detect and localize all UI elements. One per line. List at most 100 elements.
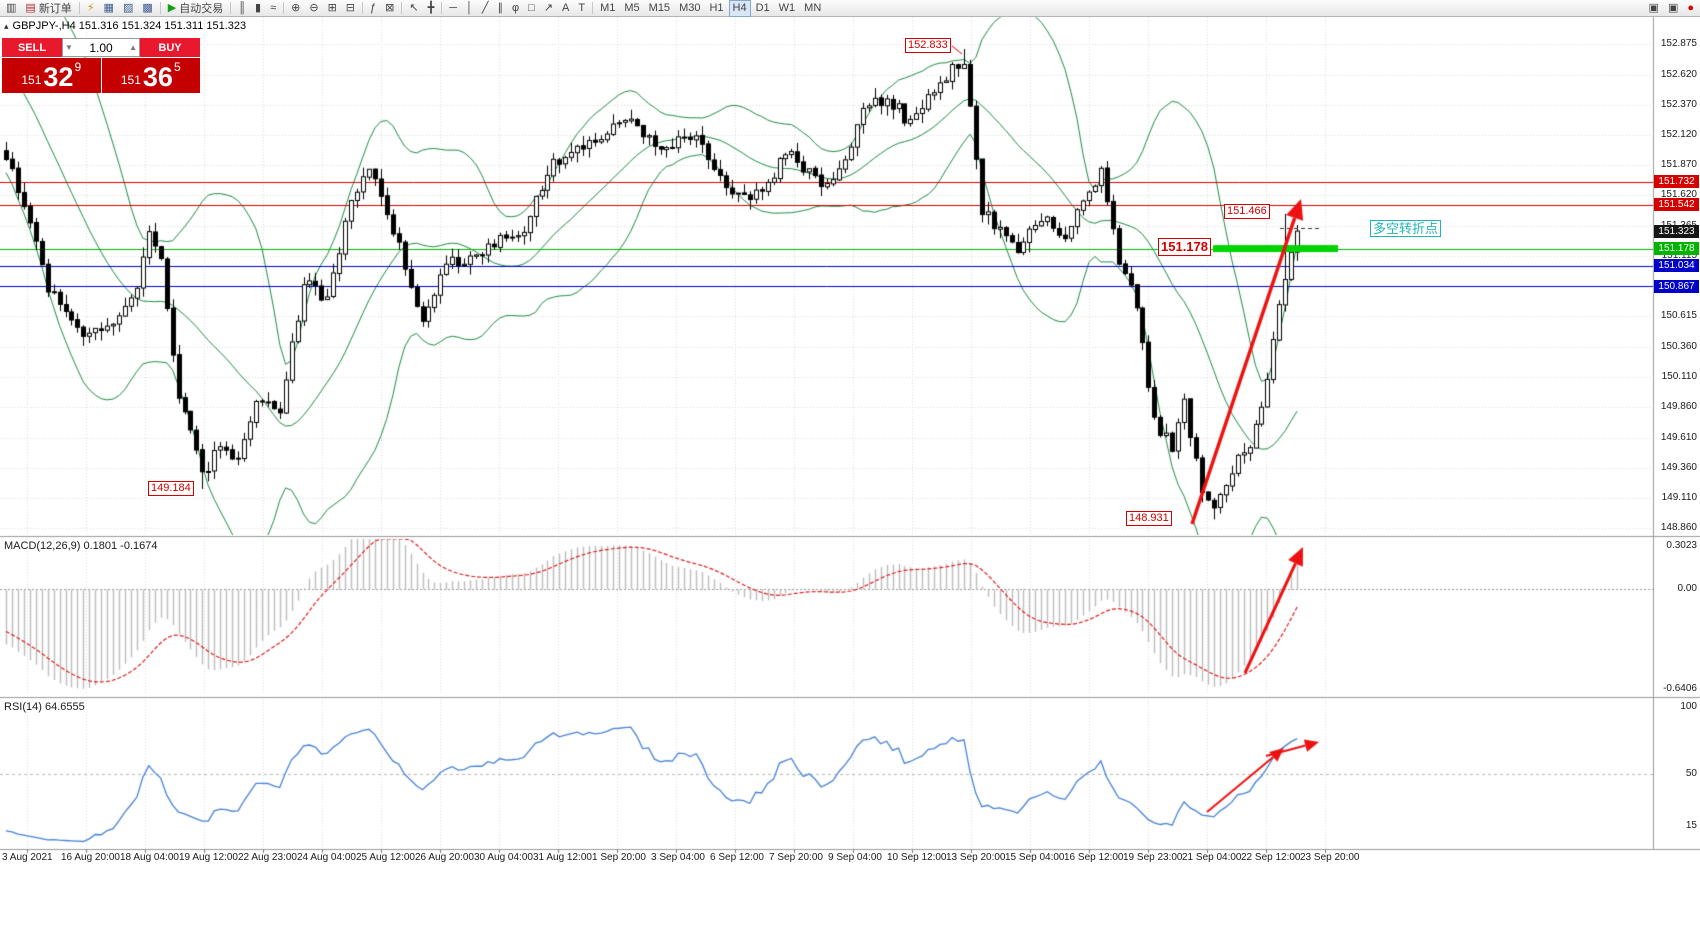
notification-badge-glyph: ● <box>1687 1 1694 14</box>
crosshair-button[interactable]: ╋ <box>424 0 439 17</box>
time-axis-label: 13 Sep 20:00 <box>946 852 1006 863</box>
price-scale-tick: 149.860 <box>1660 401 1697 413</box>
market-watch-icon-glyph: ▦ <box>103 1 114 14</box>
timeframe-m30-button[interactable]: M30 <box>679 2 701 14</box>
new-order-button[interactable]: ▤ 新订单 <box>21 0 75 17</box>
cursor-button[interactable]: ↖ <box>405 0 422 17</box>
line-chart-icon[interactable]: ≈ <box>266 0 280 17</box>
shapes-tool-glyph: □ <box>528 1 535 14</box>
sell-price-base: 151 <box>21 73 42 87</box>
vline-tool[interactable]: │ <box>462 0 477 17</box>
trendline-tool[interactable]: ╱ <box>478 0 493 17</box>
line-chart-icon-glyph: ≈ <box>270 1 277 14</box>
window2-icon-glyph: ▣ <box>1667 1 1679 14</box>
price-callout-label[interactable]: 151.466 <box>1224 204 1270 219</box>
arrow-tool-glyph: ↗ <box>543 1 554 14</box>
data-window-icon[interactable]: ▨ <box>119 0 137 17</box>
toolbar: ▥ ▤ 新订单 ⚡ ▦ ▨ ▩ ▶ 自动交易 ║ ▮ ≈ ⊕ ⊖ ⊞ ⊟ ƒ ⊠ ↖ ╋ ─ │ ╱ ∥ φ □ ↗ A T M1 M5 M1… <box>0 0 1700 17</box>
text-tool[interactable]: A <box>558 0 573 17</box>
time-axis-label: 3 Aug 2021 <box>2 852 53 863</box>
bar-chart-icon-glyph: ║ <box>238 1 247 14</box>
timeframe-w1-button[interactable]: W1 <box>778 2 796 14</box>
price-callout-label[interactable]: 151.178 <box>1158 238 1211 256</box>
channel-tool[interactable]: ∥ <box>494 0 508 17</box>
new-order-button-glyph: ▤ <box>25 1 36 14</box>
volume-increase-icon[interactable]: ▲ <box>129 43 137 52</box>
time-axis-label: 25 Aug 12:00 <box>356 852 415 863</box>
time-axis-label: 23 Sep 20:00 <box>1300 852 1360 863</box>
price-scale-tick: 152.370 <box>1660 98 1697 110</box>
time-axis-label: 22 Sep 12:00 <box>1241 852 1301 863</box>
macd-scale-tick: 0.3023 <box>1666 540 1697 551</box>
indicators-icon[interactable]: ƒ <box>366 0 380 17</box>
timeframe-m1-button[interactable]: M1 <box>600 2 616 14</box>
buy-price-base: 151 <box>120 73 141 87</box>
sell-button[interactable]: SELL <box>2 38 62 57</box>
volume-decrease-icon[interactable]: ▼ <box>65 43 73 52</box>
sell-price[interactable]: 151 32 9 <box>2 58 101 93</box>
buy-price-sup: 5 <box>173 60 181 74</box>
price-tag: 151.542 <box>1654 198 1699 212</box>
window-icon[interactable]: ▣ <box>1645 0 1663 17</box>
objects-icon[interactable]: ⊠ <box>381 0 398 17</box>
label-tool[interactable]: T <box>574 0 589 17</box>
notification-badge[interactable]: ● <box>1683 0 1698 17</box>
time-axis-label: 26 Aug 20:00 <box>415 852 474 863</box>
new-order-button-label: 新订单 <box>38 3 72 15</box>
time-axis-label: 7 Sep 20:00 <box>769 852 823 863</box>
candle-chart-icon[interactable]: ▮ <box>251 0 265 17</box>
toolbar-separator <box>78 2 80 14</box>
time-axis-label: 9 Sep 04:00 <box>828 852 882 863</box>
autotrading-button[interactable]: ▶ 自动交易 <box>164 0 227 17</box>
tile-windows-icon[interactable]: ⊞ <box>324 0 341 17</box>
price-scale-tick: 152.875 <box>1660 38 1697 49</box>
auto-arrange-icon[interactable]: ⊟ <box>342 0 359 17</box>
timeframe-d1-button[interactable]: D1 <box>755 2 770 14</box>
crosshair-button-glyph: ╋ <box>427 1 435 14</box>
new-chart-button[interactable]: ▥ <box>2 0 20 17</box>
timeframe-h1-button[interactable]: H1 <box>709 2 724 14</box>
bar-chart-icon[interactable]: ║ <box>234 0 250 17</box>
timeframe-h4-button[interactable]: H4 <box>728 0 751 17</box>
indicators-icon-glyph: ƒ <box>370 1 377 14</box>
timeframe-m15-button[interactable]: M15 <box>648 2 671 14</box>
vline-tool-glyph: │ <box>466 1 473 14</box>
price-callout-label[interactable]: 149.184 <box>148 481 194 496</box>
buy-button[interactable]: BUY <box>140 38 200 57</box>
timeframe-mn-button[interactable]: MN <box>804 2 822 14</box>
chart-mini-icon: ▴ <box>4 21 9 31</box>
time-axis-label: 31 Aug 12:00 <box>533 852 592 863</box>
price-callout-label[interactable]: 152.833 <box>905 38 951 53</box>
terminal-icon[interactable]: ▩ <box>138 0 156 17</box>
trendline-tool-glyph: ╱ <box>481 1 489 14</box>
zoom-out-button-glyph: ⊖ <box>309 1 319 14</box>
turning-point-annotation[interactable]: 多空转折点 <box>1370 220 1442 237</box>
hline-tool-glyph: ─ <box>449 1 457 14</box>
symbol-ohlc-text: GBPJPY-,H4 151.316 151.324 151.311 151.3… <box>12 20 247 32</box>
price-scale-tick: 152.620 <box>1660 68 1697 80</box>
market-watch-icon[interactable]: ▦ <box>100 0 118 17</box>
volume-value[interactable]: 1.00 <box>89 40 113 55</box>
volume-field[interactable]: ▼ 1.00 ▲ <box>62 38 140 57</box>
time-axis-label: 3 Sep 04:00 <box>651 852 705 863</box>
fibonacci-tool[interactable]: φ <box>508 0 523 17</box>
price-callout-label[interactable]: 148.931 <box>1126 511 1172 526</box>
new-chart-button-glyph: ▥ <box>6 1 17 14</box>
price-scale-tick: 149.610 <box>1660 431 1697 443</box>
alert-icon[interactable]: ⚡ <box>83 0 99 17</box>
buy-price[interactable]: 151 36 5 <box>101 58 200 93</box>
zoom-out-button[interactable]: ⊖ <box>305 0 322 17</box>
symbol-ohlc-info: ▴ GBPJPY-,H4 151.316 151.324 151.311 151.… <box>4 20 246 32</box>
auto-arrange-icon-glyph: ⊟ <box>345 1 356 14</box>
hline-tool[interactable]: ─ <box>445 0 461 17</box>
arrow-tool[interactable]: ↗ <box>540 0 557 17</box>
cursor-button-glyph: ↖ <box>409 1 419 14</box>
shapes-tool[interactable]: □ <box>524 0 539 17</box>
channel-tool-glyph: ∥ <box>497 1 504 14</box>
zoom-in-button[interactable]: ⊕ <box>287 0 304 17</box>
price-scale-tick: 148.860 <box>1660 522 1697 533</box>
time-axis-label: 19 Aug 12:00 <box>179 852 238 863</box>
window2-icon[interactable]: ▣ <box>1664 0 1682 17</box>
timeframe-m5-button[interactable]: M5 <box>624 2 640 14</box>
